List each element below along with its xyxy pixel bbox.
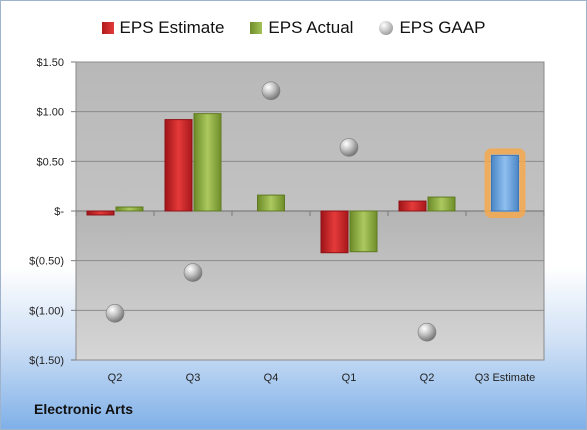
bar-eps-actual [427, 196, 456, 212]
x-tick-label: Q3 [186, 372, 201, 384]
legend-swatch-actual [250, 22, 263, 34]
bar-q3-estimate [491, 154, 519, 212]
highlight-glow [484, 148, 526, 219]
y-tick-label: $1.00 [36, 107, 64, 119]
y-tick-label: $1.50 [36, 57, 64, 69]
legend-label-actual: EPS Actual [268, 18, 354, 37]
bar-eps-actual [349, 210, 378, 253]
bar-eps-estimate [320, 210, 349, 254]
bar-eps-actual [257, 194, 285, 212]
legend-swatch-estimate [101, 22, 114, 34]
chart-legend: EPS Estimate EPS Actual EPS GAAP [0, 16, 587, 40]
y-tick-label: $(1.00) [29, 305, 64, 317]
y-tick-label: $(0.50) [29, 256, 64, 268]
bar-eps-estimate [86, 210, 115, 216]
legend-label-estimate: EPS Estimate [119, 18, 225, 37]
company-name: Electronic Arts [34, 401, 134, 417]
y-tick-label: $0.50 [36, 156, 64, 168]
legend-item-eps-gaap: EPS GAAP [379, 18, 485, 38]
marker-eps-gaap [105, 304, 125, 323]
marker-eps-gaap [339, 138, 359, 157]
x-tick-label: Q3 Estimate [475, 372, 536, 384]
y-tick-label: $(1.50) [29, 355, 64, 367]
legend-swatch-gaap [379, 21, 394, 35]
bar-eps-actual [115, 206, 144, 212]
bar-eps-estimate [164, 119, 193, 212]
legend-label-gaap: EPS GAAP [399, 18, 486, 37]
legend-item-eps-estimate: EPS Estimate [101, 18, 225, 38]
legend-item-eps-actual: EPS Actual [250, 18, 353, 38]
x-tick-label: Q2 [420, 372, 435, 384]
marker-eps-gaap [417, 322, 437, 342]
x-tick-label: Q4 [264, 372, 279, 384]
bar-eps-estimate [398, 200, 427, 212]
bar-eps-actual [193, 113, 222, 212]
marker-eps-gaap [261, 81, 281, 101]
y-tick-label: $- [54, 206, 64, 218]
x-tick-label: Q2 [108, 372, 123, 384]
x-tick-label: Q1 [342, 372, 357, 384]
marker-eps-gaap [183, 263, 203, 282]
